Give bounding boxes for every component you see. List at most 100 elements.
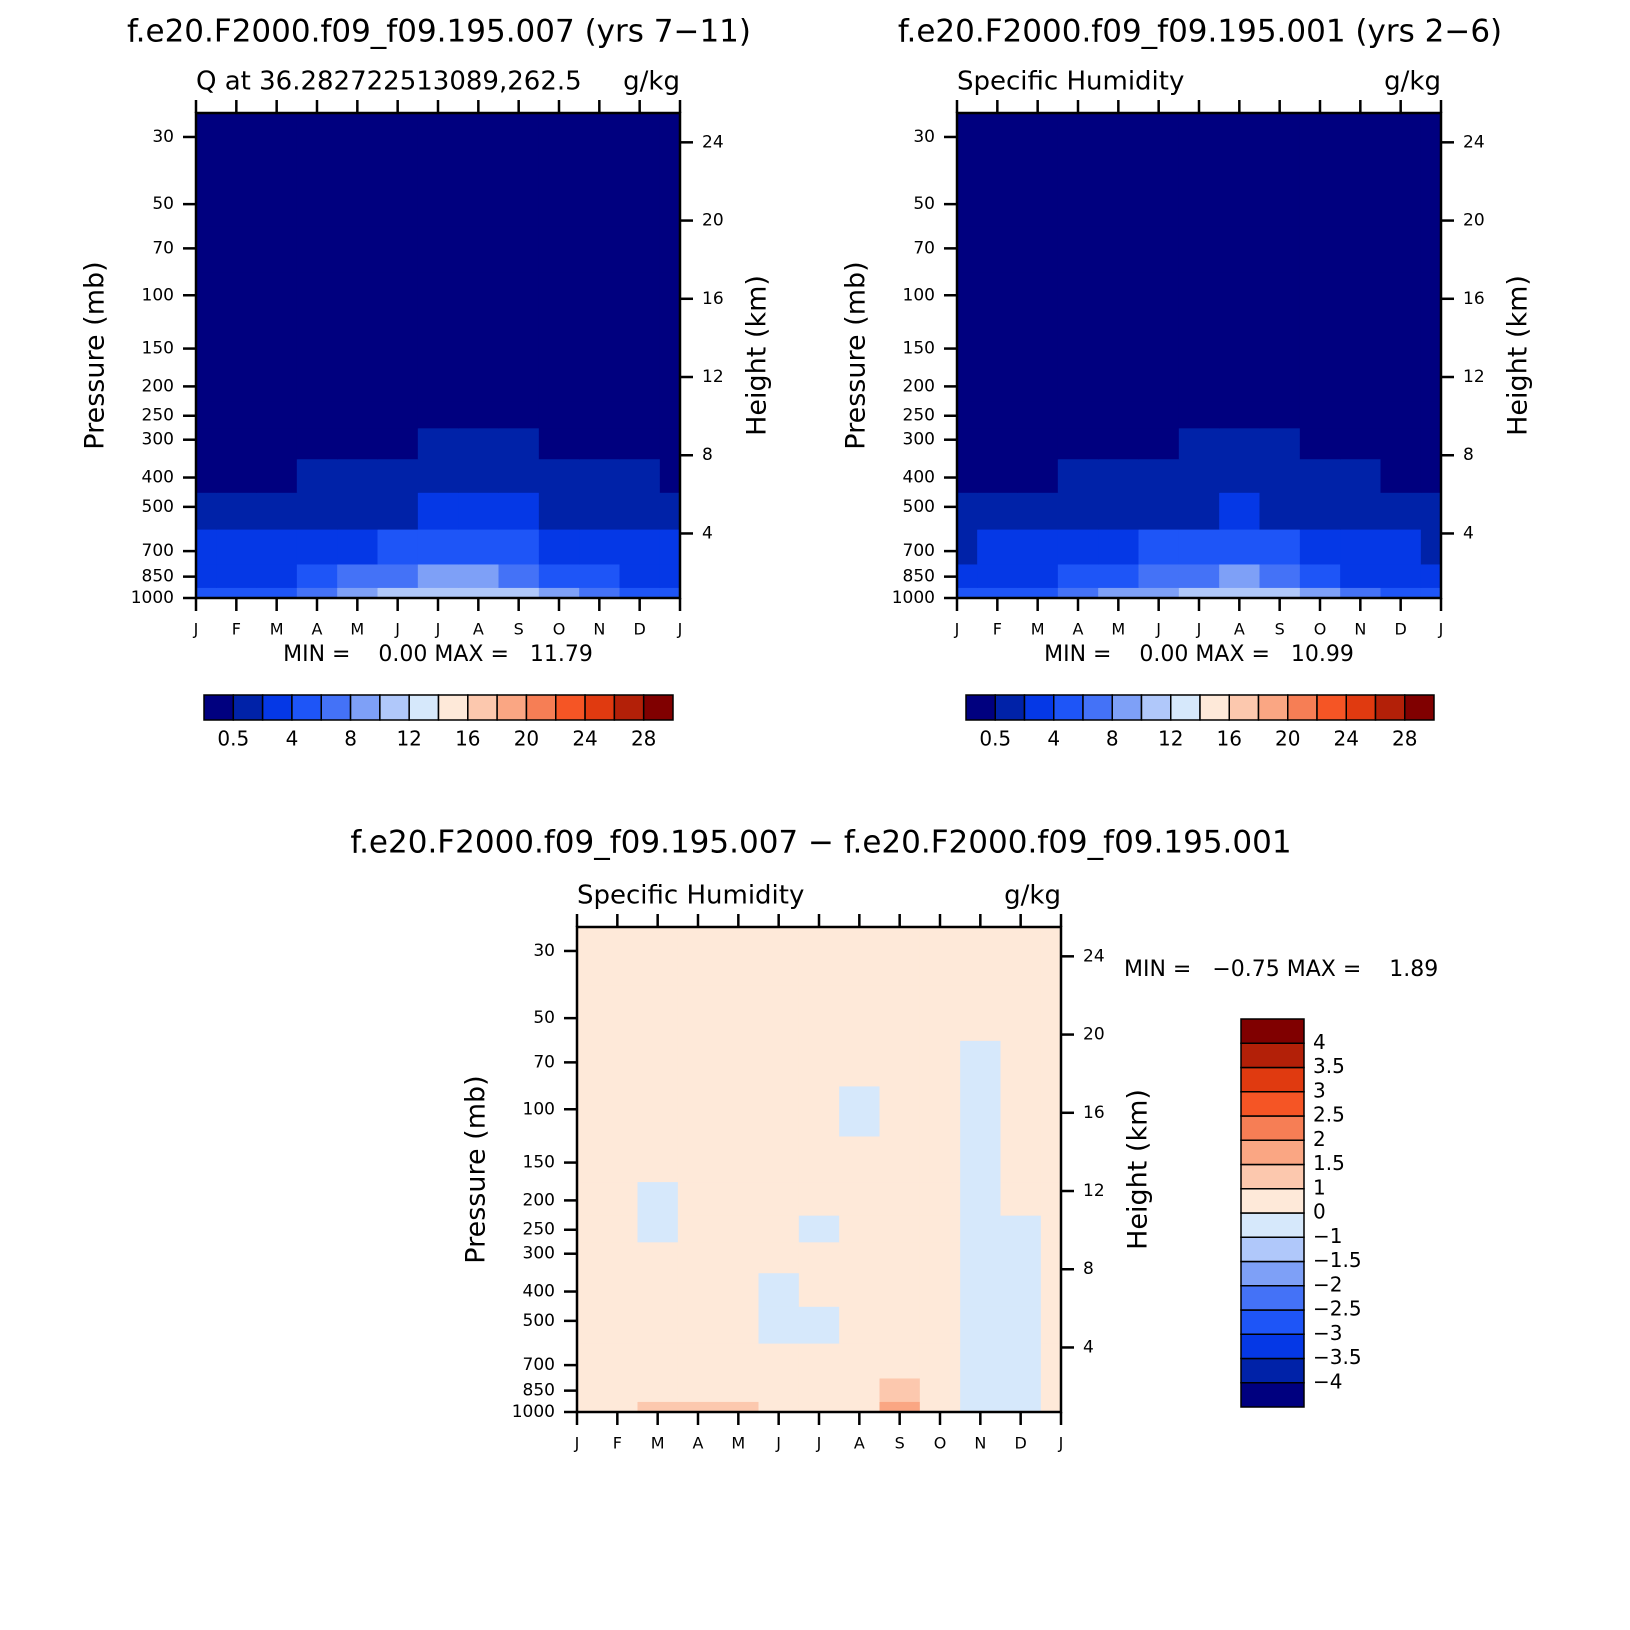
colorbar-box xyxy=(555,694,586,721)
contour-cell xyxy=(1299,587,1341,599)
contour-cell xyxy=(196,401,217,429)
colorbar-label: 4 xyxy=(1047,727,1060,751)
contour-cell xyxy=(1219,528,1261,565)
contour-cell xyxy=(659,226,681,273)
contour-cell xyxy=(1259,170,1301,227)
contour-cell xyxy=(1040,1272,1062,1307)
contour-cell xyxy=(1178,226,1220,273)
contour-cell xyxy=(1219,563,1261,588)
contour-cell xyxy=(879,1342,921,1379)
contour-cell xyxy=(637,1085,679,1137)
contour-cell xyxy=(256,113,298,172)
contour-cell xyxy=(296,367,338,402)
colorbar-label: 3.5 xyxy=(1313,1054,1345,1078)
contour-cell xyxy=(758,1181,800,1216)
colorbar-label: 12 xyxy=(396,727,421,751)
colorbar-box xyxy=(965,694,996,721)
colorbar-box xyxy=(467,694,498,721)
y-tick-label: 300 xyxy=(903,430,935,450)
chart-title: f.e20.F2000.f09_f09.195.007 − f.e20.F200… xyxy=(350,825,1291,861)
contour-cell xyxy=(1017,587,1059,599)
colorbar-box xyxy=(525,694,557,721)
contour-cell xyxy=(798,1401,840,1413)
x-tick-label: J xyxy=(1196,620,1202,639)
contour-cell xyxy=(879,1181,921,1216)
contour-cell xyxy=(960,1306,1002,1344)
contour-cell xyxy=(960,1342,1002,1379)
colorbar-box xyxy=(1240,1357,1305,1384)
contour-cell xyxy=(619,321,661,369)
contour-cell xyxy=(1178,492,1220,530)
contour-cell xyxy=(1017,528,1059,565)
contour-cell xyxy=(216,563,258,588)
contour-cell xyxy=(1259,528,1301,565)
contour-cell xyxy=(196,587,217,599)
contour-cell xyxy=(957,427,978,460)
contour-cell xyxy=(1380,528,1422,565)
contour-cell xyxy=(296,226,338,273)
x-tick-label: F xyxy=(993,620,1002,639)
contour-cell xyxy=(1057,427,1099,460)
contour-cell xyxy=(1380,367,1422,402)
y2-tick-label: 12 xyxy=(1463,367,1485,387)
contour-cell xyxy=(1420,401,1442,429)
contour-cell xyxy=(196,170,217,227)
y2-tick-label: 20 xyxy=(702,211,724,231)
contour-cell xyxy=(577,1377,598,1402)
contour-cell xyxy=(839,927,881,986)
contour-cell xyxy=(879,1040,921,1087)
contour-cell xyxy=(1017,226,1059,273)
contour-cell xyxy=(1299,113,1341,172)
contour-cell xyxy=(256,321,298,369)
y-tick-label: 70 xyxy=(152,238,174,258)
colorbar-box xyxy=(232,694,264,721)
contour-cell xyxy=(718,1040,760,1087)
contour-cell xyxy=(677,1272,719,1307)
x-tick-label: M xyxy=(350,620,364,639)
contour-cell xyxy=(718,1401,760,1413)
contour-cell xyxy=(619,113,661,172)
y2-tick-label: 8 xyxy=(1463,445,1474,465)
contour-cell xyxy=(216,427,258,460)
contour-cell xyxy=(1057,528,1099,565)
contour-cell xyxy=(798,1306,840,1344)
contour-cell xyxy=(1000,1401,1042,1413)
contour-cell xyxy=(718,927,760,986)
contour-cell xyxy=(919,1040,961,1087)
contour-cell xyxy=(296,321,338,369)
contour-cell xyxy=(718,1215,760,1243)
colorbar-box xyxy=(379,694,410,721)
contour-cell xyxy=(216,321,258,369)
contour-cell xyxy=(758,1085,800,1137)
colorbar-label: 24 xyxy=(572,727,597,751)
contour-cell xyxy=(1340,427,1382,460)
contour-cell xyxy=(619,458,661,493)
x-tick-label: S xyxy=(514,620,524,639)
contour-cell xyxy=(839,1342,881,1379)
contour-cell xyxy=(758,1135,800,1183)
contour-cell xyxy=(1098,226,1140,273)
contour-cell xyxy=(977,170,1019,227)
contour-cell xyxy=(919,1241,961,1274)
contour-cell xyxy=(196,226,217,273)
contour-cell xyxy=(577,1241,598,1274)
contour-cell xyxy=(1259,427,1301,460)
contour-cell xyxy=(196,563,217,588)
y2-axis-label: Height (km) xyxy=(1503,275,1534,436)
contour-cell xyxy=(577,1401,598,1413)
colorbar-box xyxy=(1199,694,1230,721)
contour-cell xyxy=(1380,113,1422,172)
contour-cell xyxy=(879,1241,921,1274)
contour-cell xyxy=(216,170,258,227)
contour-cell xyxy=(417,226,459,273)
contour-cell xyxy=(1057,587,1099,599)
colorbar-box xyxy=(1240,1260,1305,1287)
contour-cell xyxy=(1259,271,1301,323)
y2-axis-label: Height (km) xyxy=(1123,1089,1154,1250)
contour-cell xyxy=(577,927,598,986)
y2-tick-label: 20 xyxy=(1463,211,1485,231)
contour-cell xyxy=(758,1401,800,1413)
y2-tick-label: 4 xyxy=(1083,1337,1094,1357)
contour-cell xyxy=(957,271,978,323)
contour-cell xyxy=(1380,587,1422,599)
